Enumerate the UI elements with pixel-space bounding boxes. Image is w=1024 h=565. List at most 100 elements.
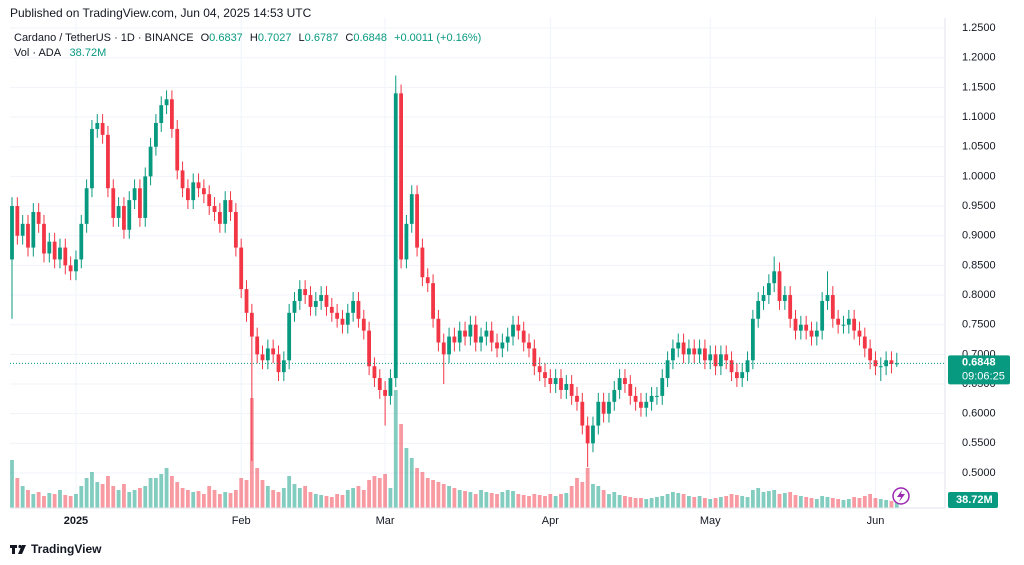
volume-bar (420, 472, 425, 508)
countdown: 09:06:25 (962, 370, 1005, 382)
volume-bar (857, 498, 862, 508)
volume-bar (90, 472, 94, 508)
c-label: C (345, 32, 353, 44)
volume-bar (100, 484, 105, 508)
candle-body (655, 395, 659, 397)
candle-body (756, 300, 761, 319)
candle-body (10, 206, 14, 260)
candle-body (484, 330, 489, 337)
volume-pane (10, 390, 899, 508)
candle-body (601, 401, 606, 414)
volume-bar (766, 491, 771, 508)
y-tick-label: 0.6000 (962, 408, 996, 420)
volume-bar (782, 493, 787, 508)
candle-body (244, 289, 249, 313)
volume-bar (20, 486, 25, 508)
volume-bar (383, 474, 387, 508)
volume-bar (713, 498, 718, 508)
volume-bar (532, 494, 537, 508)
candle-body (692, 348, 697, 355)
volume-bar (463, 491, 467, 508)
candle-body (329, 306, 334, 313)
candle-body (324, 295, 329, 307)
volume-bar (15, 478, 20, 508)
volume-bar (527, 496, 531, 508)
volume-bar (393, 390, 398, 508)
volume-bar (729, 494, 734, 508)
candle-body (132, 188, 137, 201)
candle-body (798, 324, 803, 331)
volume-bar (308, 492, 313, 508)
candle-body (447, 336, 451, 355)
volume-bar (292, 484, 297, 508)
candle-body (159, 105, 164, 123)
volume-bar (457, 490, 462, 508)
volume-bar (409, 458, 414, 508)
candle-body (68, 265, 73, 272)
volume-bar (473, 494, 478, 508)
candle-body (228, 200, 233, 212)
candle-body (170, 99, 174, 129)
candle-body (521, 330, 526, 343)
volume-bar (185, 490, 190, 508)
candle-body (697, 348, 702, 355)
candle-body (143, 176, 148, 218)
candle-body (639, 401, 643, 408)
volume-bar (633, 498, 638, 508)
candle-body (740, 372, 745, 379)
volume-bar (825, 497, 830, 508)
candle-body (127, 200, 132, 230)
volume-bar (489, 493, 494, 508)
volume-bar (745, 497, 750, 508)
y-tick-label: 0.5500 (962, 437, 996, 449)
volume-bar (718, 497, 723, 508)
volume-bar (340, 495, 345, 508)
candle-body (665, 360, 670, 379)
volume-bar (804, 497, 809, 508)
volume-bar (878, 499, 883, 508)
c-value: 0.6848 (353, 32, 387, 44)
candle-body (511, 324, 515, 337)
volume-bar (852, 497, 857, 508)
candle-body (340, 318, 345, 325)
candle-body (612, 389, 617, 402)
y-tick-label: 1.2000 (962, 52, 996, 64)
volume-bar (660, 496, 665, 508)
candle-body (644, 401, 649, 408)
vol-label: Vol · ADA (14, 47, 62, 59)
candle-body (36, 211, 41, 224)
candle-body (212, 206, 217, 212)
volume-bar (303, 486, 308, 508)
candle-body (404, 223, 409, 260)
volume-bar (511, 491, 515, 508)
y-tick-label: 0.9500 (962, 200, 996, 212)
y-tick-label: 0.5000 (962, 467, 996, 479)
volume-bar (132, 490, 137, 508)
volume-bar (116, 490, 121, 508)
volume-bar (479, 490, 483, 508)
candle-body (889, 360, 894, 365)
candle-body (750, 318, 755, 361)
volume-bar (862, 496, 867, 508)
volume-bar (447, 486, 451, 508)
volume-bar (724, 496, 729, 508)
y-tick-label: 0.7500 (962, 319, 996, 331)
volume-bar (495, 494, 499, 508)
candle-body (95, 123, 100, 129)
l-value: 0.6787 (305, 32, 339, 44)
volume-bar (175, 482, 180, 508)
candle-body (287, 312, 292, 361)
candle-body (734, 372, 739, 379)
volume-bar (122, 484, 126, 508)
volume-bar (623, 496, 627, 508)
legend-line: Cardano / TetherUS · 1D · BINANCE O0.683… (14, 32, 481, 44)
candle-body (361, 318, 366, 331)
volume-bar (95, 482, 100, 508)
candle-body (708, 354, 713, 361)
volume-bar (580, 482, 585, 508)
volume-bar (329, 497, 334, 508)
candle-body (852, 318, 857, 331)
candle-body (681, 342, 686, 355)
volume-bar (500, 492, 505, 508)
